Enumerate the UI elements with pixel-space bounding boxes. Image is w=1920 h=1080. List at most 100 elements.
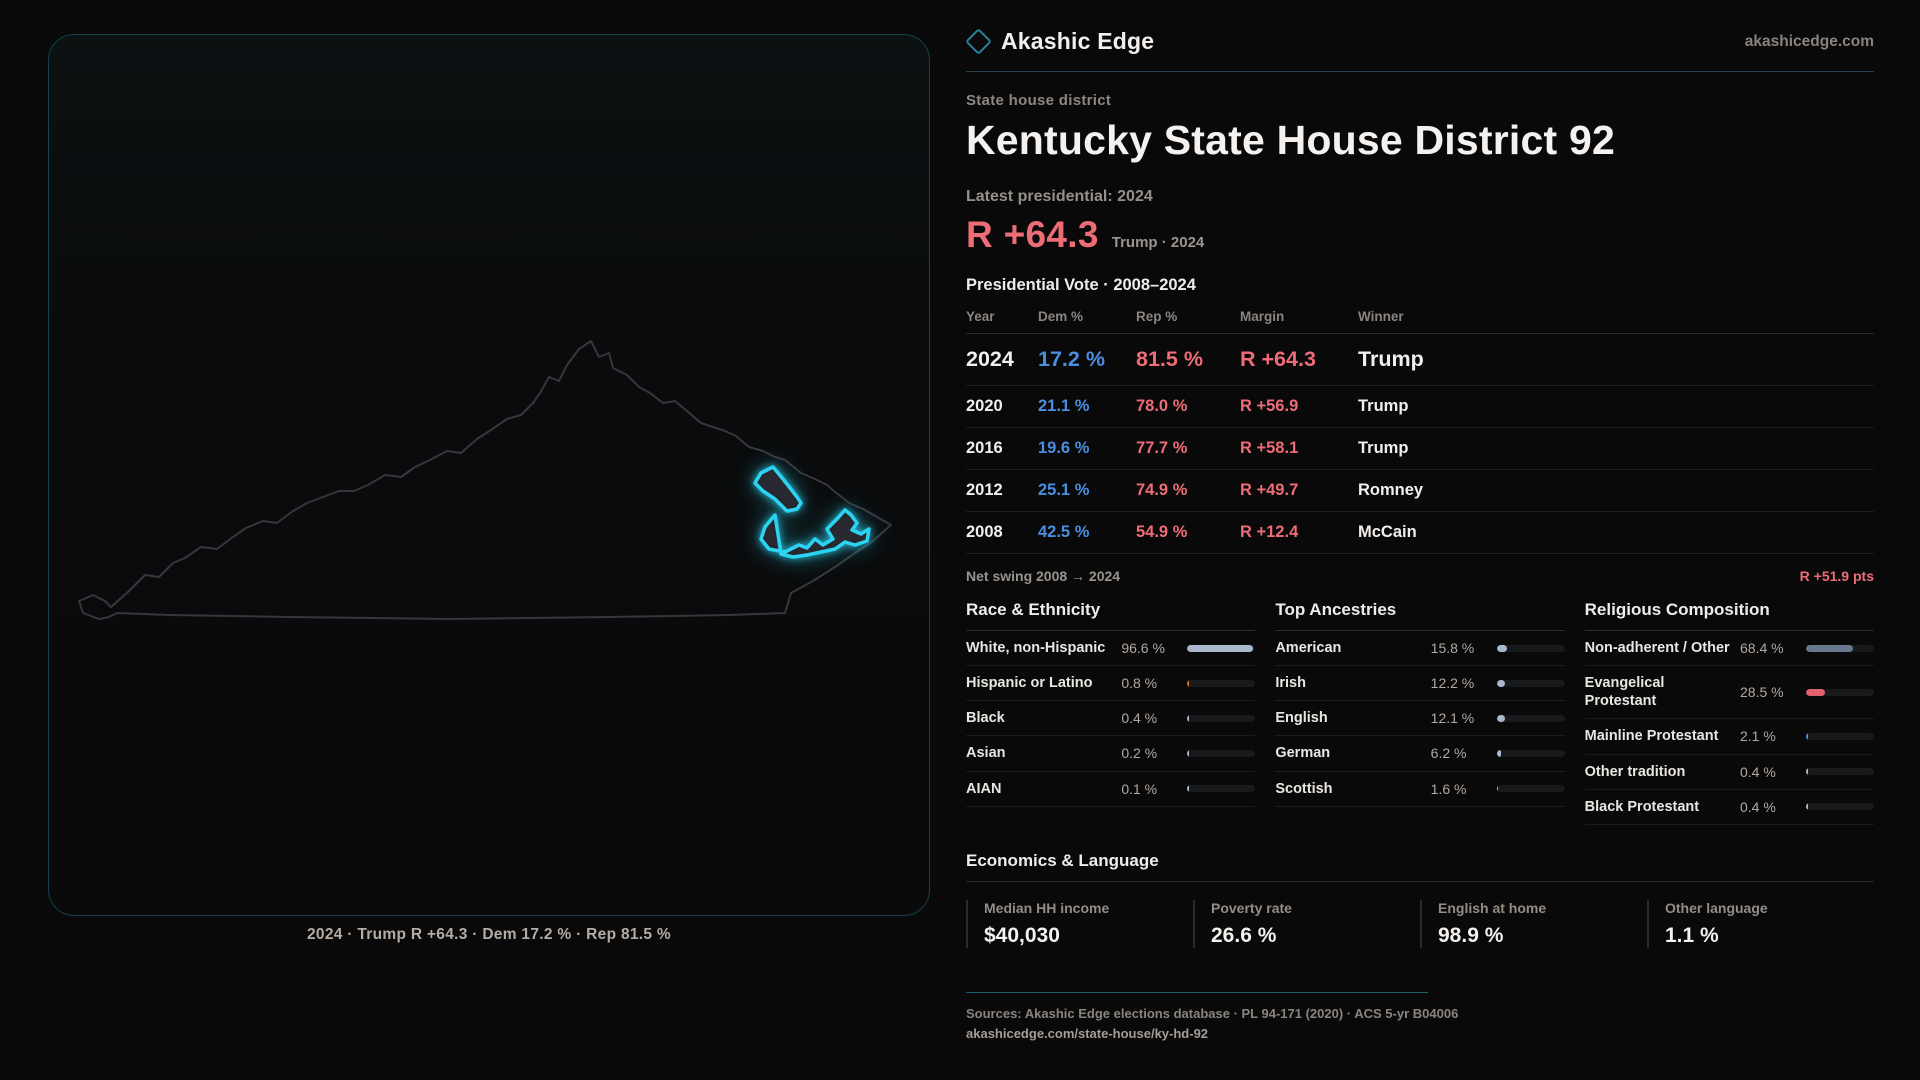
net-swing-value: R +51.9 pts <box>1799 568 1874 584</box>
economics-title: Economics & Language <box>966 851 1874 882</box>
vote-row: 2016 19.6 % 77.7 % R +58.1 Trump <box>966 428 1874 470</box>
demo-bar <box>1806 768 1874 776</box>
stat-value: $40,030 <box>984 923 1060 947</box>
demo-label: American <box>1275 640 1342 656</box>
vote-rep-pct: 77.7 % <box>1136 439 1188 457</box>
demo-bar-fill <box>1187 749 1189 757</box>
vote-rep-pct: 54.9 % <box>1136 523 1188 541</box>
demo-bar <box>1187 644 1256 652</box>
vote-margin: R +64.3 <box>1240 347 1316 371</box>
demo-bar <box>1806 732 1874 740</box>
stat-block: Median HH income $40,030 <box>966 899 1193 948</box>
district-92-shape[interactable] <box>753 465 871 559</box>
demo-row: Hispanic or Latino 0.8 % <box>966 666 1256 702</box>
demo-bar <box>1496 749 1565 757</box>
vote-year: 2020 <box>966 397 1003 415</box>
stat-label: Median HH income <box>984 899 1110 916</box>
demo-bar-fill <box>1496 749 1501 757</box>
vote-rep-pct: 74.9 % <box>1136 481 1188 499</box>
brand-name: Akashic Edge <box>1001 28 1155 54</box>
demo-label: Black <box>966 710 1005 727</box>
demo-bar <box>1187 749 1256 757</box>
demo-value: 0.2 % <box>1121 745 1158 762</box>
stat-block: English at home 98.9 % <box>1420 899 1647 948</box>
demo-row: Mainline Protestant 2.1 % <box>1584 719 1874 755</box>
demo-label: Mainline Protestant <box>1584 728 1719 745</box>
permalink[interactable]: akashicedge.com/state-house/ky-hd-92 <box>966 1025 1209 1041</box>
vote-winner: Trump <box>1358 439 1409 457</box>
vote-row: 2020 21.1 % 78.0 % R +56.9 Trump <box>966 386 1874 428</box>
demo-bar-fill <box>1806 803 1808 811</box>
stat-block: Other language 1.1 % <box>1647 899 1874 948</box>
demo-value: 96.6 % <box>1121 640 1165 657</box>
col-dem: Dem % <box>1038 309 1084 324</box>
vote-table-header: Year Dem % Rep % Margin Winner <box>966 309 1874 334</box>
demo-bar <box>1496 644 1565 652</box>
demo-value: 28.5 % <box>1740 684 1784 701</box>
kicker: State house district <box>966 92 1112 109</box>
latest-presidential-label: Latest presidential: 2024 <box>966 188 1153 205</box>
demo-row: Evangelical Protestant 28.5 % <box>1584 666 1874 720</box>
brand-header: Akashic Edge akashicedge.com <box>965 28 1874 72</box>
demo-label: Asian <box>966 745 1006 762</box>
vote-year: 2016 <box>966 439 1003 457</box>
vote-margin: R +58.1 <box>1240 439 1299 457</box>
demo-bar <box>1496 679 1565 687</box>
demo-bar-fill <box>1496 644 1508 652</box>
religious-composition-section: Religious Composition Non-adherent / Oth… <box>1584 600 1874 825</box>
site-domain-link[interactable]: akashicedge.com <box>1744 32 1874 50</box>
demo-bar <box>1496 714 1565 722</box>
demo-bar <box>1806 688 1874 696</box>
demo-value: 0.4 % <box>1740 763 1776 780</box>
demo-bar-fill <box>1187 644 1254 652</box>
vote-margin: R +56.9 <box>1240 397 1299 415</box>
demo-bar <box>1187 785 1256 793</box>
vote-winner: Trump <box>1358 347 1424 371</box>
demo-label: English <box>1275 710 1328 727</box>
demo-bar <box>1187 714 1256 722</box>
demo-row: Irish 12.2 % <box>1275 666 1565 702</box>
vote-dem-pct: 17.2 % <box>1038 347 1105 371</box>
demo-row: Scottish 1.6 % <box>1275 772 1565 807</box>
headline-margin: R +64.3 <box>966 214 1099 255</box>
top-ancestries-title: Top Ancestries <box>1275 600 1565 631</box>
demo-label: Hispanic or Latino <box>966 675 1093 692</box>
col-winner: Winner <box>1358 309 1404 324</box>
demo-value: 68.4 % <box>1740 640 1784 657</box>
demo-bar-fill <box>1496 679 1505 687</box>
net-swing-label: Net swing 2008 → 2024 <box>966 568 1121 584</box>
demo-label: Scottish <box>1275 780 1333 797</box>
page-title: Kentucky State House District 92 <box>966 117 1615 163</box>
demo-row: Asian 0.2 % <box>966 736 1256 772</box>
vote-table-body: 2024 17.2 % 81.5 % R +64.3 Trump 2020 21… <box>966 334 1874 554</box>
demo-label: Other tradition <box>1584 763 1686 780</box>
headline: R +64.3 Trump · 2024 <box>966 214 1874 256</box>
vote-margin: R +49.7 <box>1240 481 1299 499</box>
vote-row: 2012 25.1 % 74.9 % R +49.7 Romney <box>966 470 1874 512</box>
vote-year: 2012 <box>966 481 1003 499</box>
stat-value: 1.1 % <box>1665 923 1719 947</box>
vote-year: 2008 <box>966 523 1003 541</box>
demo-bar-fill <box>1806 688 1826 696</box>
demo-value: 12.2 % <box>1430 675 1475 692</box>
kentucky-outline <box>78 340 892 620</box>
demo-value: 12.1 % <box>1430 710 1475 727</box>
demo-label: AIAN <box>966 780 1002 797</box>
vote-row: 2008 42.5 % 54.9 % R +12.4 McCain <box>966 512 1874 554</box>
map-panel <box>48 34 930 916</box>
vote-margin: R +12.4 <box>1240 523 1299 541</box>
demo-row: English 12.1 % <box>1275 701 1565 737</box>
demo-label: White, non-Hispanic <box>966 640 1106 656</box>
col-rep: Rep % <box>1136 309 1178 324</box>
vote-dem-pct: 21.1 % <box>1038 397 1090 415</box>
vote-table-title: Presidential Vote · 2008–2024 <box>966 276 1196 294</box>
footer: Sources: Akashic Edge elections database… <box>966 991 1874 1041</box>
vote-winner: Romney <box>1358 481 1424 499</box>
vote-dem-pct: 19.6 % <box>1038 439 1090 457</box>
demo-label: Black Protestant <box>1584 798 1700 815</box>
religious-composition-title: Religious Composition <box>1584 600 1874 631</box>
race-ethnicity-title: Race & Ethnicity <box>966 600 1256 631</box>
demo-bar <box>1496 785 1565 793</box>
demo-bar <box>1806 803 1874 811</box>
